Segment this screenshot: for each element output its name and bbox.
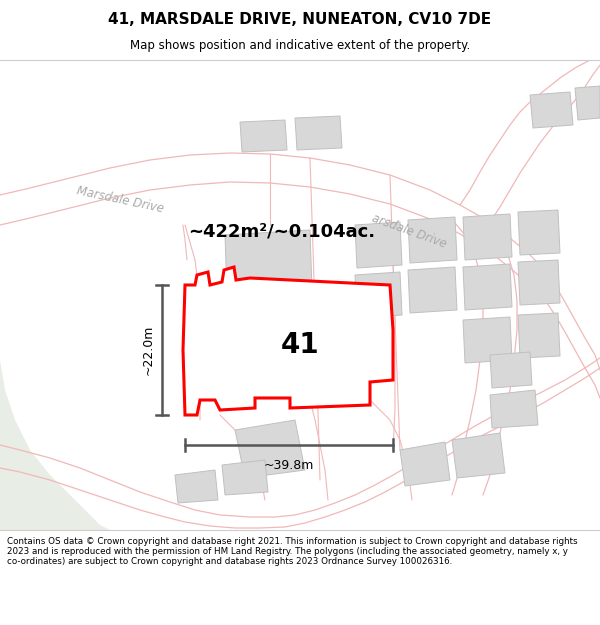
Text: ~422m²/~0.104ac.: ~422m²/~0.104ac. — [188, 223, 375, 241]
Polygon shape — [490, 352, 532, 388]
Circle shape — [125, 210, 415, 500]
Polygon shape — [518, 210, 560, 255]
Polygon shape — [355, 272, 402, 318]
Text: 41, MARSDALE DRIVE, NUNEATON, CV10 7DE: 41, MARSDALE DRIVE, NUNEATON, CV10 7DE — [109, 12, 491, 27]
Polygon shape — [295, 116, 342, 150]
Polygon shape — [222, 460, 268, 495]
Text: 41: 41 — [281, 331, 319, 359]
Text: Map shows position and indicative extent of the property.: Map shows position and indicative extent… — [130, 39, 470, 52]
Polygon shape — [452, 433, 505, 478]
Text: ~39.8m: ~39.8m — [264, 459, 314, 472]
Polygon shape — [463, 214, 512, 260]
Polygon shape — [183, 267, 393, 415]
Text: Contains OS data © Crown copyright and database right 2021. This information is : Contains OS data © Crown copyright and d… — [7, 537, 578, 566]
Polygon shape — [355, 222, 402, 268]
Polygon shape — [518, 313, 560, 358]
Polygon shape — [408, 217, 457, 263]
Text: ~22.0m: ~22.0m — [142, 325, 155, 375]
Polygon shape — [240, 120, 287, 152]
Polygon shape — [175, 470, 218, 503]
Polygon shape — [235, 420, 305, 478]
Text: Marsdale Drive: Marsdale Drive — [75, 184, 164, 215]
Polygon shape — [408, 267, 457, 313]
Polygon shape — [400, 442, 450, 486]
Polygon shape — [518, 260, 560, 305]
Polygon shape — [490, 390, 538, 428]
Polygon shape — [0, 120, 110, 530]
Polygon shape — [575, 86, 600, 120]
Polygon shape — [463, 317, 512, 363]
Polygon shape — [530, 92, 573, 128]
Text: arsdale Drive: arsdale Drive — [370, 212, 448, 251]
Polygon shape — [463, 264, 512, 310]
Polygon shape — [225, 230, 312, 293]
